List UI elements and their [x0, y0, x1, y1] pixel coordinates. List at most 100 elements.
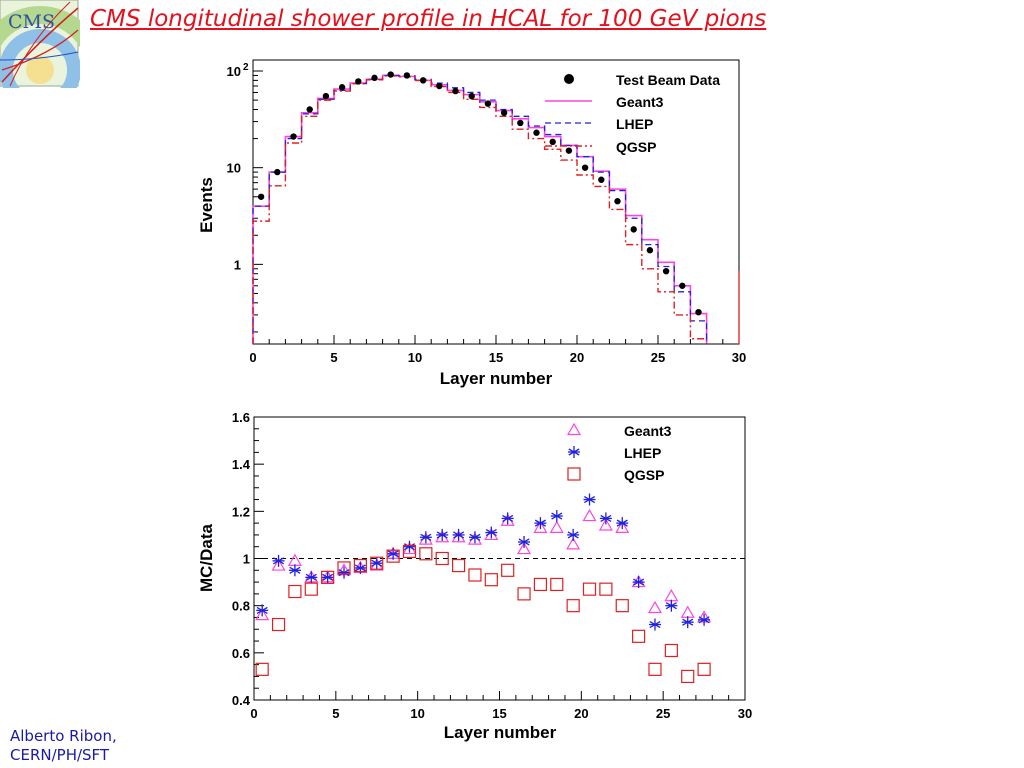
- data-point: [419, 77, 427, 84]
- ratio-point-geant3: [287, 553, 302, 566]
- top-x-tick-label: 30: [732, 350, 746, 365]
- legend-label: QGSP: [624, 467, 664, 483]
- ratio-point-qgsp: [550, 577, 564, 592]
- bottom-y-axis-label: MC/Data: [197, 523, 216, 592]
- legend-label: Test Beam Data: [616, 72, 720, 88]
- bottom-x-axis-label: Layer number: [444, 723, 557, 742]
- data-point: [306, 106, 313, 113]
- ratio-point-lhep: [338, 566, 351, 579]
- slide-title: CMS longitudinal shower profile in HCAL …: [90, 6, 767, 32]
- data-point: [581, 164, 589, 171]
- ratio-point-geant3: [664, 589, 679, 602]
- data-point: [679, 282, 686, 289]
- ratio-point-lhep: [305, 571, 318, 584]
- ratio-point-qgsp: [533, 577, 548, 592]
- bottom-y-tick-label: 1.2: [232, 504, 250, 519]
- ratio-point-geant3: [615, 520, 630, 533]
- ratio-point-qgsp: [337, 561, 351, 575]
- ratio-point-lhep: [534, 517, 547, 530]
- ratio-point-geant3: [680, 605, 695, 618]
- ratio-point-lhep: [419, 531, 432, 544]
- legend-label: LHEP: [616, 116, 653, 132]
- ratio-point-lhep: [370, 557, 383, 570]
- bottom-y-tick-label: 0.8: [232, 599, 250, 614]
- ratio-point-qgsp: [402, 544, 417, 559]
- bottom-x-tick-label: 15: [492, 706, 506, 721]
- logo-text: CMS: [8, 11, 55, 33]
- histogram-qgsp: [252, 75, 708, 344]
- ratio-point-qgsp: [681, 669, 695, 684]
- top-y-tick-label: 10: [227, 161, 241, 176]
- ratio-point-qgsp: [501, 563, 515, 577]
- ratio-point-qgsp: [304, 582, 318, 596]
- top-x-tick-label: 10: [408, 350, 422, 365]
- ratio-point-qgsp: [435, 551, 449, 566]
- bottom-y-tick-label: 1.6: [232, 410, 250, 425]
- ratio-point-lhep: [681, 616, 694, 629]
- data-point: [355, 78, 362, 85]
- ratio-point-lhep: [698, 613, 711, 626]
- ratio-point-lhep: [567, 528, 580, 541]
- legend-label: Geant3: [624, 423, 672, 439]
- ratio-point-qgsp: [648, 662, 662, 676]
- ratio-point-lhep: [550, 510, 563, 523]
- bottom-x-tick-label: 5: [332, 706, 339, 721]
- ratio-point-qgsp: [566, 599, 580, 613]
- ratio-point-lhep: [452, 528, 465, 541]
- legend-marker-data: [564, 74, 574, 84]
- ratio-point-qgsp: [517, 587, 531, 601]
- ratio-point-lhep: [518, 535, 531, 548]
- ratio-point-lhep: [632, 576, 645, 589]
- data-point: [322, 92, 330, 100]
- ratio-point-qgsp: [484, 573, 498, 587]
- data-point: [257, 193, 265, 200]
- bottom-y-tick-label: 1.4: [232, 457, 251, 472]
- top-x-tick-label: 20: [570, 350, 584, 365]
- data-point: [646, 247, 654, 254]
- ratio-point-qgsp: [451, 558, 466, 573]
- bottom-x-tick-label: 20: [574, 706, 588, 721]
- histogram-lhep: [252, 74, 708, 344]
- ratio-point-lhep: [468, 531, 481, 544]
- ratio-point-lhep: [599, 512, 612, 525]
- legend-marker-qgsp: [567, 467, 581, 481]
- data-point: [662, 267, 670, 275]
- ratio-point-qgsp: [271, 617, 286, 632]
- top-y-axis-label: Events: [197, 177, 216, 233]
- ratio-point-geant3: [271, 558, 286, 571]
- top-x-tick-label: 5: [330, 350, 337, 365]
- ratio-point-lhep: [583, 493, 596, 506]
- data-point: [500, 109, 508, 116]
- data-point: [274, 168, 281, 176]
- data-point: [436, 82, 443, 90]
- ratio-point-qgsp: [386, 549, 400, 563]
- bottom-x-tick-label: 25: [656, 706, 670, 721]
- ratio-point-geant3: [598, 518, 613, 531]
- top-x-tick-label: 15: [489, 350, 503, 365]
- data-point: [403, 72, 411, 79]
- legend-marker-lhep: [568, 446, 580, 458]
- ratio-point-qgsp: [697, 662, 711, 676]
- data-point: [338, 84, 346, 91]
- ratio-point-qgsp: [353, 558, 367, 573]
- ratio-point-qgsp: [321, 570, 335, 584]
- ratio-point-lhep: [648, 618, 661, 631]
- data-point: [630, 226, 637, 233]
- ratio-point-lhep: [616, 517, 629, 530]
- bottom-x-tick-label: 10: [410, 706, 424, 721]
- data-point: [598, 176, 605, 183]
- legend-label: LHEP: [624, 445, 661, 461]
- bottom-y-tick-label: 0.4: [232, 693, 251, 708]
- ratio-point-lhep: [665, 599, 678, 612]
- bottom-y-tick-label: 1: [243, 552, 250, 567]
- ratio-point-geant3: [533, 520, 548, 533]
- data-point: [614, 198, 621, 205]
- ratio-point-qgsp: [370, 556, 384, 570]
- data-point: [517, 119, 524, 127]
- ratio-point-lhep: [288, 564, 301, 577]
- bottom-x-tick-label: 30: [738, 706, 752, 721]
- data-point: [468, 92, 475, 100]
- data-point: [565, 147, 573, 154]
